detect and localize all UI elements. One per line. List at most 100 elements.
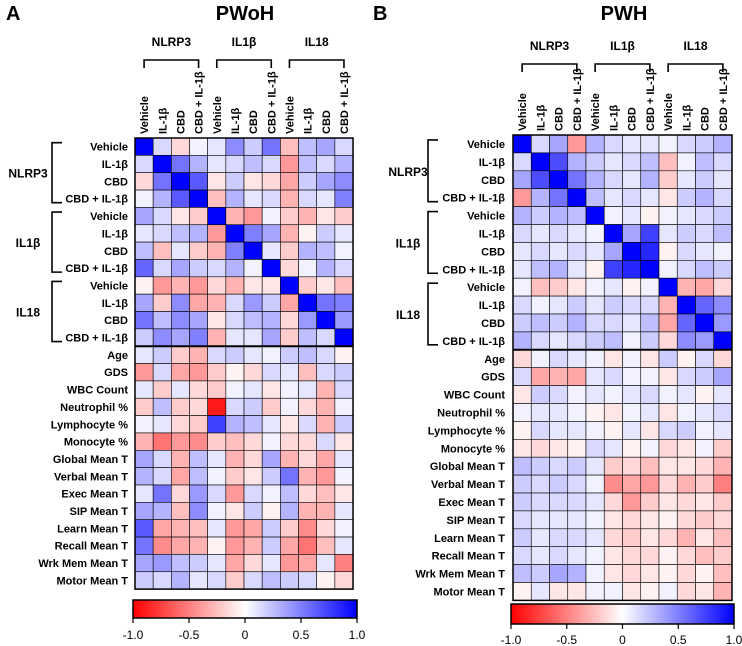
chart-2-heatmap-cell: [713, 331, 733, 351]
chart-2-heatmap-cell: [585, 206, 605, 225]
chart-1-col-tick-label: IL-1β: [157, 107, 169, 134]
chart-1-heatmap-cell: [152, 207, 172, 226]
chart-1-heatmap-cell: [261, 345, 281, 364]
chart-2-heatmap-cell: [622, 546, 642, 565]
chart-2-colorbar-tick-label: 1.0: [726, 633, 742, 646]
chart-1-heatmap-cell: [207, 415, 227, 434]
chart-1-heatmap-cell: [225, 502, 245, 521]
chart-2-row-tick-label: Learn Mean T: [434, 533, 505, 545]
chart-1-heatmap-cell: [243, 241, 263, 260]
chart-1-heatmap-cell: [280, 241, 299, 260]
chart-2-heatmap-cell: [713, 295, 733, 315]
chart-1-heatmap-cell: [243, 155, 263, 174]
chart-2-row-tick-label: CBD + IL-1β: [442, 193, 505, 205]
chart-2-heatmap-cell: [512, 331, 532, 351]
chart-1-heatmap-cell: [316, 311, 336, 330]
chart-1-heatmap-cell: [334, 554, 354, 573]
chart-2-heatmap-cell: [585, 564, 605, 583]
chart-1-heatmap-cell: [225, 449, 245, 468]
chart-2-heatmap-cell: [695, 331, 715, 351]
chart-1-heatmap-cell: [316, 415, 336, 434]
chart-1-heatmap-cell: [189, 155, 208, 174]
chart-2-heatmap-cell: [695, 492, 715, 512]
chart-1-heatmap-cell: [225, 432, 245, 451]
chart-1-heatmap-cell: [207, 536, 227, 555]
chart-2-heatmap-cell: [658, 528, 678, 547]
chart-2-heatmap-cell: [695, 295, 715, 315]
chart-2-heatmap-cell: [530, 438, 550, 458]
chart-1-heatmap-cell: [189, 467, 208, 486]
chart-2-heatmap-cell: [695, 206, 715, 225]
chart-2-heatmap-cell: [603, 385, 623, 404]
chart-2-row-tick-label: CBD: [481, 246, 505, 258]
chart-1-heatmap-cell: [171, 259, 190, 278]
chart-1-heatmap-cell: [171, 571, 190, 590]
chart-2-heatmap-cell: [658, 367, 678, 386]
chart-2-heatmap-cell: [549, 295, 569, 315]
chart-2-heatmap-cell: [640, 331, 660, 351]
chart-1-row-group-label: IL18: [16, 306, 40, 320]
chart-1-heatmap-cell: [298, 380, 317, 399]
chart-2-heatmap-cell: [530, 349, 550, 368]
chart-1-heatmap-cell: [298, 484, 317, 503]
chart-2-col-group-bracket: [594, 63, 651, 72]
chart-1-heatmap-cell: [189, 224, 208, 243]
chart-1-heatmap-cell: [316, 224, 336, 243]
chart-1-heatmap-cell: [207, 137, 227, 156]
chart-1-row-tick-label: Vehicle: [90, 280, 128, 292]
chart-2-heatmap-cell: [622, 134, 642, 154]
chart-2-col-group-bracket: [667, 63, 724, 72]
chart-2-heatmap-cell: [640, 313, 660, 333]
chart-1-heatmap-cell: [171, 432, 190, 451]
chart-1-heatmap-cell: [334, 519, 354, 538]
chart-2-heatmap-cell: [530, 277, 550, 297]
chart-1-heatmap-cell: [225, 137, 245, 156]
chart-1-heatmap-cell: [261, 519, 281, 538]
chart-1-row-tick-label: CBD + IL-1β: [65, 333, 128, 345]
chart-2-heatmap-cell: [567, 421, 587, 440]
chart-1-heatmap-cell: [316, 259, 336, 278]
chart-1-heatmap-cell: [171, 554, 190, 573]
chart-2-heatmap-cell: [567, 277, 587, 297]
chart-1-heatmap-cell: [134, 397, 154, 416]
chart-1-heatmap-cell: [152, 449, 172, 468]
chart-1-heatmap-cell: [189, 207, 208, 226]
chart-2-heatmap-cell: [585, 385, 605, 404]
chart-2-heatmap-cell: [512, 546, 532, 565]
chart-2-heatmap-cell: [567, 188, 587, 207]
chart-1-heatmap-cell: [243, 259, 263, 278]
chart-1-title: PWoH: [216, 3, 275, 25]
chart-1-heatmap-cell: [189, 172, 208, 191]
chart-2-heatmap-cell: [658, 295, 678, 315]
chart-2-heatmap-cell: [603, 331, 623, 351]
chart-2-row-group-bracket: [427, 282, 438, 346]
chart-1-heatmap-cell: [334, 189, 354, 208]
chart-1-col-group-bracket: [143, 59, 200, 68]
chart-2-heatmap-cell: [658, 403, 678, 422]
chart-1-heatmap-cell: [243, 363, 263, 382]
chart-1-heatmap-cell: [316, 241, 336, 260]
chart-2-heatmap-cell: [676, 367, 696, 386]
chart-1-heatmap-cell: [243, 467, 263, 486]
chart-2-heatmap-cell: [622, 456, 642, 476]
chart-1-heatmap-cell: [280, 432, 299, 451]
chart-2-heatmap-cell: [658, 456, 678, 476]
chart-2-heatmap-cell: [512, 438, 532, 458]
chart-2-heatmap-cell: [676, 134, 696, 154]
chart-2-row-tick-label: Neutrophil %: [437, 407, 505, 419]
chart-1-heatmap-cell: [280, 449, 299, 468]
chart-1-heatmap-cell: [298, 467, 317, 486]
chart-1-heatmap-cell: [243, 345, 263, 364]
chart-1-heatmap-cell: [152, 397, 172, 416]
chart-2-heatmap-cell: [676, 349, 696, 368]
chart-2-heatmap-cell: [713, 152, 733, 172]
chart-1-heatmap-cell: [298, 276, 317, 295]
chart-1-heatmap-cell: [189, 189, 208, 208]
chart-1-heatmap-cell: [316, 293, 336, 312]
chart-1-col-tick-label: CBD: [175, 110, 187, 134]
chart-2-heatmap-cell: [567, 349, 587, 368]
chart-1-heatmap-cell: [225, 380, 245, 399]
chart-2-row-tick-label: Vehicle: [467, 139, 505, 151]
chart-2-heatmap-cell: [640, 456, 660, 476]
chart-2-heatmap-cell: [549, 564, 569, 583]
